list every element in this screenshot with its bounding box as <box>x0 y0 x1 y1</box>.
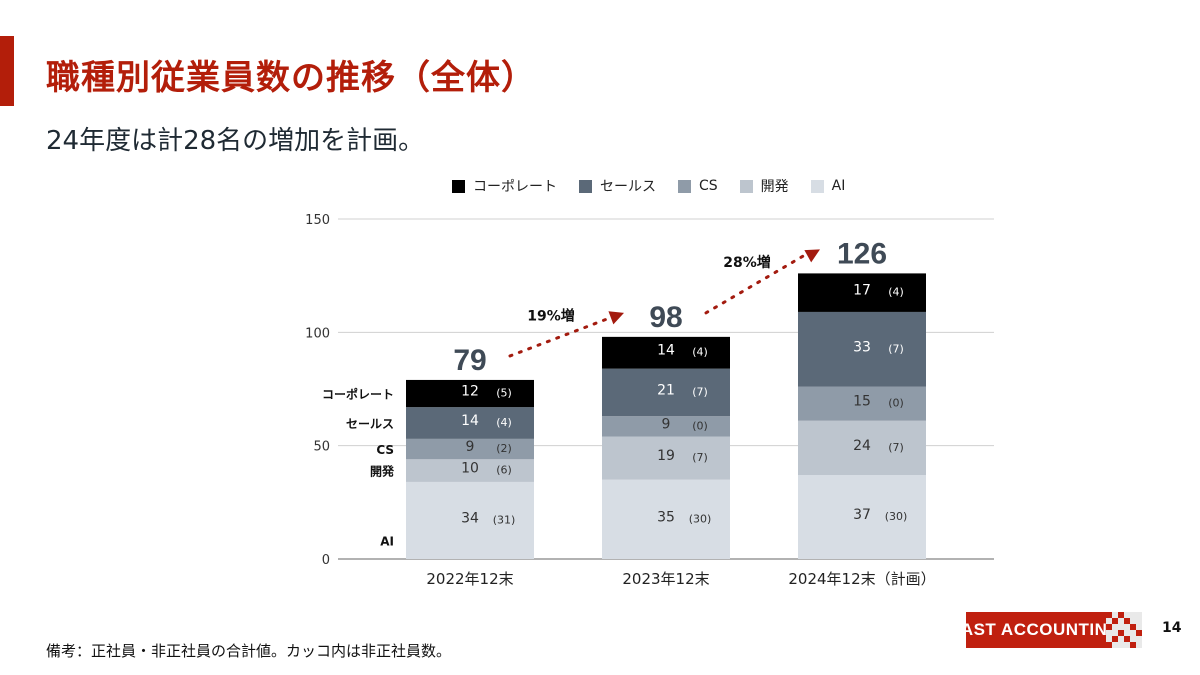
data-label-nonregular: (7) <box>692 451 708 464</box>
segment-side-label: コーポレート <box>322 387 394 402</box>
total-label: 79 <box>453 344 486 377</box>
legend-item-cs: CS <box>678 176 718 196</box>
data-label: 15 <box>853 394 871 410</box>
legend-label-ai: AI <box>831 178 846 194</box>
total-label: 126 <box>837 237 887 270</box>
brand-pixel-icon <box>1106 612 1142 648</box>
data-label: 17 <box>853 283 871 299</box>
page-title: 職種別従業員数の推移（全体） <box>46 58 536 98</box>
page-number: 14 <box>1162 620 1182 636</box>
data-label-nonregular: (7) <box>692 385 708 398</box>
legend-label-dev: 開発 <box>760 179 789 195</box>
bar-segment-dev <box>798 420 926 476</box>
data-label-nonregular: (4) <box>692 346 708 359</box>
chart-legend: コーポレート セールス CS 開発 AI <box>452 176 845 196</box>
brand-logo: FAST ACCOUNTING <box>951 612 1146 648</box>
bar-segment-sales <box>602 368 730 417</box>
bar-segment-cs <box>602 416 730 437</box>
data-label-nonregular: (30) <box>689 512 712 525</box>
data-label: 19 <box>657 448 675 464</box>
legend-label-sales: セールス <box>600 179 656 195</box>
data-label: 14 <box>657 343 675 359</box>
legend-swatch-corporate <box>452 179 465 193</box>
legend-item-ai: AI <box>810 176 846 196</box>
legend-item-dev: 開発 <box>739 176 789 196</box>
legend-swatch-dev <box>739 179 753 193</box>
bar-segment-ai <box>602 479 730 559</box>
bar-segment-dev <box>406 459 534 482</box>
legend-item-sales: セールス <box>579 176 656 196</box>
growth-arrow-line <box>508 316 612 358</box>
data-label: 9 <box>662 416 671 432</box>
data-label: 24 <box>853 438 871 454</box>
data-label: 9 <box>466 439 475 455</box>
segment-side-label: CS <box>376 443 394 457</box>
data-label-nonregular: (4) <box>496 416 512 429</box>
data-label: 21 <box>657 382 675 398</box>
data-label-nonregular: (31) <box>493 513 516 526</box>
data-label-nonregular: (5) <box>496 387 512 400</box>
title-accent-bar <box>0 36 14 106</box>
data-label: 33 <box>853 339 871 355</box>
growth-arrow-head <box>804 249 820 263</box>
data-label-nonregular: (2) <box>496 442 512 455</box>
footnote: 備考：正社員・非正社員の合計値。カッコ内は非正社員数。 <box>46 642 452 660</box>
legend-item-corporate: コーポレート <box>452 176 557 196</box>
segment-side-label: 開発 <box>370 464 395 479</box>
bar-segment-cs <box>406 438 534 460</box>
bar-segment-corporate <box>798 273 926 312</box>
data-label: 14 <box>461 413 479 429</box>
legend-swatch-cs <box>678 179 691 193</box>
legend-label-cs: CS <box>699 178 718 194</box>
bar-segment-ai <box>406 481 534 559</box>
x-tick-label: 2023年12末 <box>622 570 709 588</box>
page-subtitle: 24年度は計28名の増加を計画。 <box>46 126 425 156</box>
bar-segment-sales <box>406 407 534 439</box>
x-tick-label: 2024年12末（計画） <box>788 570 935 588</box>
bar-segment-corporate <box>602 336 730 369</box>
data-label: 34 <box>461 510 479 526</box>
data-label: 10 <box>461 461 479 477</box>
bar-segment-cs <box>798 386 926 421</box>
segment-side-label: AI <box>380 534 394 548</box>
bar-segment-corporate <box>406 379 534 408</box>
data-label-nonregular: (0) <box>692 419 708 432</box>
brand-name: FAST ACCOUNTING <box>951 612 1121 648</box>
y-tick-label: 0 <box>322 553 330 568</box>
growth-arrow-line <box>704 252 808 315</box>
data-label-nonregular: (0) <box>888 397 904 410</box>
y-tick-label: 150 <box>305 213 330 228</box>
bar-segment-dev <box>602 436 730 480</box>
growth-label: 28%増 <box>723 254 771 271</box>
data-label-nonregular: (7) <box>888 342 904 355</box>
y-tick-label: 100 <box>305 326 330 341</box>
data-label: 35 <box>657 509 675 525</box>
segment-side-label: セールス <box>346 417 394 431</box>
x-tick-label: 2022年12末 <box>426 570 513 588</box>
data-label-nonregular: (4) <box>888 286 904 299</box>
y-tick-label: 50 <box>313 440 330 455</box>
data-label: 37 <box>853 507 871 523</box>
growth-arrow-head <box>608 311 624 325</box>
bar-segment-sales <box>798 311 926 387</box>
data-label-nonregular: (6) <box>496 464 512 477</box>
legend-swatch-sales <box>579 179 592 193</box>
total-label: 98 <box>649 301 682 334</box>
growth-label: 19%増 <box>527 307 575 324</box>
legend-label-corporate: コーポレート <box>473 179 557 195</box>
bar-segment-ai <box>798 475 926 559</box>
data-label-nonregular: (30) <box>885 510 908 523</box>
data-label: 12 <box>461 384 479 400</box>
legend-swatch-ai <box>810 179 824 193</box>
data-label-nonregular: (7) <box>888 441 904 454</box>
